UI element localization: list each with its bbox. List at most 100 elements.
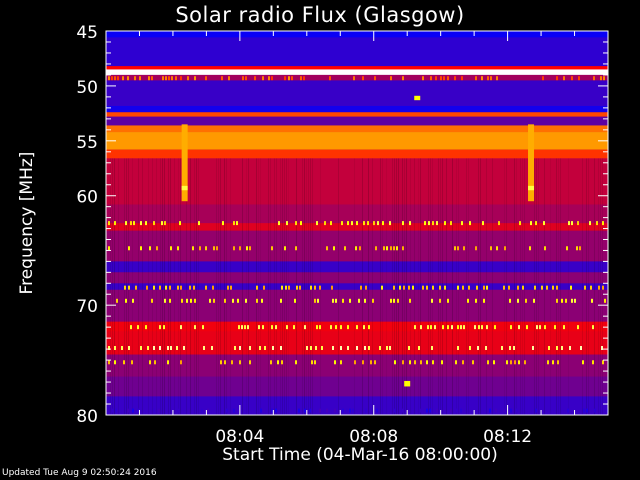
speckle	[275, 408, 277, 413]
plot-frame	[105, 30, 609, 416]
speckle	[431, 346, 433, 351]
speckle	[154, 360, 156, 365]
speckle	[234, 346, 236, 351]
speckle	[542, 76, 544, 81]
texture-line	[516, 158, 517, 415]
speckle	[583, 408, 585, 413]
texture-line	[594, 158, 595, 415]
speckle	[494, 325, 496, 330]
speckle	[153, 346, 155, 351]
speckle	[209, 298, 211, 303]
texture-line	[560, 158, 561, 415]
speckle	[412, 285, 414, 290]
speckle	[205, 246, 207, 251]
speckle	[137, 325, 139, 330]
burst-feature	[181, 124, 188, 202]
frequency-band	[106, 331, 608, 355]
speckle	[566, 246, 568, 251]
speckle	[402, 76, 404, 81]
speckle	[205, 76, 207, 81]
y-tick-label: 55	[76, 133, 98, 153]
speckle	[419, 408, 421, 413]
speckle	[454, 246, 456, 251]
speckle	[321, 346, 323, 351]
speckle	[493, 360, 495, 365]
speckle	[556, 298, 558, 303]
speckle	[211, 346, 213, 351]
speckle	[347, 346, 349, 351]
speckle	[389, 221, 391, 226]
speckle	[567, 408, 569, 413]
speckle	[249, 246, 251, 251]
speckle	[140, 221, 142, 226]
speckle	[450, 408, 452, 413]
speckle	[514, 360, 516, 365]
chart-title: Solar radio Flux (Glasgow)	[175, 3, 465, 27]
speckle	[145, 221, 147, 226]
speckle	[114, 346, 116, 351]
speckle	[261, 298, 263, 303]
speckle	[401, 408, 403, 413]
speckle	[363, 325, 365, 330]
frequency-band	[106, 376, 608, 397]
speckle	[203, 346, 205, 351]
speckle	[390, 76, 392, 81]
speckle	[589, 221, 591, 226]
speckle	[237, 298, 239, 303]
speckle	[351, 221, 353, 226]
speckle	[316, 325, 318, 330]
frequency-band	[106, 158, 608, 205]
speckle	[245, 76, 247, 81]
y-tick-label: 80	[76, 407, 98, 427]
speckle	[461, 76, 463, 81]
speckle	[332, 346, 334, 351]
speckle	[268, 76, 270, 81]
speckle	[394, 408, 396, 413]
speckle	[483, 285, 485, 290]
speckle	[598, 285, 600, 290]
speckle	[233, 408, 235, 413]
speckle	[444, 285, 446, 290]
speckle	[194, 325, 196, 330]
speckle	[186, 298, 188, 303]
frequency-band	[106, 74, 608, 81]
speckle	[434, 325, 436, 330]
speckle	[447, 76, 449, 81]
speckle	[316, 221, 318, 226]
texture-line	[186, 158, 187, 415]
speckle	[239, 346, 241, 351]
texture-line	[258, 158, 259, 415]
speckle	[296, 285, 298, 290]
frequency-band	[106, 272, 608, 284]
speckle	[402, 246, 404, 251]
speckle	[177, 246, 179, 251]
y-tick-label: 50	[76, 78, 98, 98]
frequency-band	[106, 105, 608, 113]
spectrogram-plot-area	[106, 31, 608, 415]
x-tick-label: 08:12	[483, 427, 532, 447]
speckle	[230, 285, 232, 290]
speckle	[577, 325, 579, 330]
speckle	[291, 76, 293, 81]
y-axis-label: Frequency [MHz]	[17, 151, 37, 295]
speckle	[270, 360, 272, 365]
frequency-band	[106, 354, 608, 377]
speckle	[341, 221, 343, 226]
speckle	[304, 408, 306, 413]
speckle	[112, 408, 114, 413]
speckle	[372, 298, 374, 303]
speckle	[377, 221, 379, 226]
texture-line	[446, 158, 447, 415]
speckle	[397, 298, 399, 303]
texture-line	[174, 158, 175, 415]
texture-line	[442, 158, 443, 415]
texture-line	[372, 158, 373, 415]
speckle	[427, 325, 429, 330]
frequency-band	[106, 69, 608, 75]
speckle	[442, 325, 444, 330]
speckle	[535, 408, 537, 413]
speckle	[194, 298, 196, 303]
speckle	[324, 221, 326, 226]
speckle	[409, 221, 411, 226]
speckle	[164, 221, 166, 226]
